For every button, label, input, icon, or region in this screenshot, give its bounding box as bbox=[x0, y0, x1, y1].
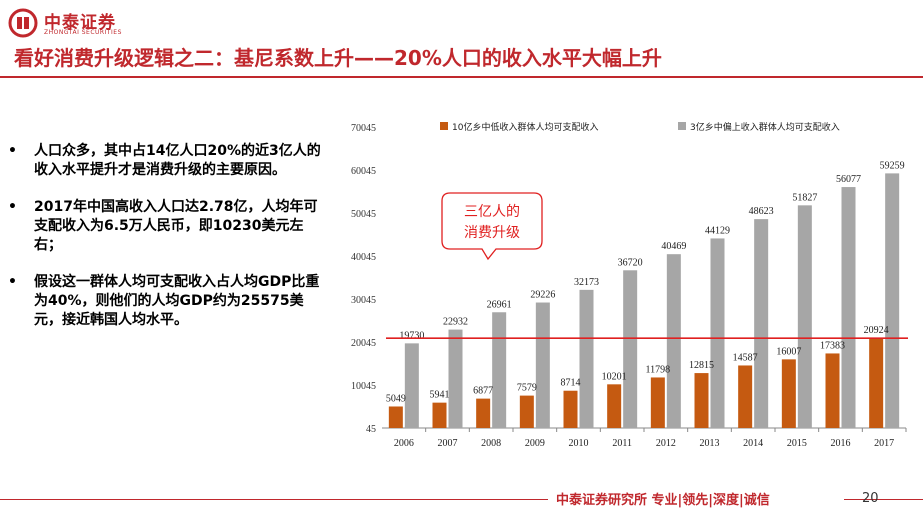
footer-tagline: 中泰证券研究所 专业|领先|深度|诚信 bbox=[556, 493, 770, 508]
bar-high-income bbox=[666, 254, 681, 428]
bar-high-income bbox=[797, 205, 812, 428]
bullet-item: • 2017年中国高收入人口达2.78亿，人均年可支配收入为6.5万人民币，即1… bbox=[8, 198, 326, 255]
legend-swatch-low bbox=[440, 122, 448, 130]
bar-low-income bbox=[869, 338, 884, 428]
bar-low-income bbox=[476, 398, 491, 428]
data-label-high: 19730 bbox=[399, 330, 424, 341]
data-label-high: 32173 bbox=[574, 277, 599, 288]
x-tick-label: 2010 bbox=[569, 438, 589, 449]
annotation-text-line1: 三亿人的 bbox=[464, 204, 520, 220]
data-label-high: 26961 bbox=[487, 299, 512, 310]
company-logo: 中泰证券 ZHONGTAI SECURITIES bbox=[8, 6, 168, 40]
bar-high-income bbox=[535, 302, 550, 428]
bullet-list: • 人口众多，其中占14亿人口20%的近3亿人的收入水平提升才是消费升级的主要原… bbox=[8, 142, 326, 348]
bullet-marker: • bbox=[8, 199, 17, 215]
bar-low-income bbox=[650, 377, 665, 428]
data-label-low: 6877 bbox=[473, 386, 493, 397]
bar-high-income bbox=[841, 187, 856, 428]
y-tick-label: 45 bbox=[366, 424, 376, 435]
x-tick-label: 2007 bbox=[438, 438, 458, 449]
data-label-low: 14587 bbox=[733, 352, 758, 363]
data-label-high: 51827 bbox=[792, 192, 817, 203]
data-label-low: 11798 bbox=[646, 364, 671, 375]
annotation-callout bbox=[441, 192, 543, 261]
title-divider bbox=[0, 76, 923, 78]
x-tick-label: 2012 bbox=[656, 438, 676, 449]
x-tick-label: 2016 bbox=[831, 438, 851, 449]
data-label-low: 5049 bbox=[386, 393, 406, 404]
data-label-low: 12815 bbox=[689, 360, 714, 371]
y-tick-label: 50045 bbox=[351, 209, 376, 220]
x-tick-label: 2015 bbox=[787, 438, 807, 449]
bullet-marker: • bbox=[8, 274, 17, 290]
x-tick-label: 2011 bbox=[612, 438, 632, 449]
bar-high-income bbox=[404, 343, 419, 428]
bullet-item: • 人口众多，其中占14亿人口20%的近3亿人的收入水平提升才是消费升级的主要原… bbox=[8, 142, 326, 180]
data-label-low: 17383 bbox=[820, 340, 845, 351]
logo-name-en: ZHONGTAI SECURITIES bbox=[44, 29, 122, 36]
data-label-high: 44129 bbox=[705, 225, 730, 236]
bar-high-income bbox=[710, 238, 725, 428]
data-label-high: 29226 bbox=[530, 290, 555, 301]
data-label-low: 20924 bbox=[864, 325, 889, 336]
bar-low-income bbox=[781, 359, 796, 428]
page-title: 看好消费升级逻辑之二：基尼系数上升——20%人口的收入水平大幅上升 bbox=[14, 46, 662, 70]
bullet-text: 假设这一群体人均可支配收入占人均GDP比重为40%，则他们的人均GDP约为255… bbox=[34, 274, 320, 328]
legend-label-low: 10亿乡中低收入群体人均可支配收入 bbox=[452, 121, 598, 133]
y-tick-label: 20045 bbox=[351, 338, 376, 349]
footer-divider-right bbox=[844, 499, 923, 500]
data-label-low: 16007 bbox=[776, 346, 801, 357]
y-tick-label: 60045 bbox=[351, 166, 376, 177]
data-label-low: 5941 bbox=[430, 390, 450, 401]
bar-low-income bbox=[563, 390, 578, 428]
data-label-low: 10201 bbox=[602, 371, 627, 382]
x-tick-label: 2017 bbox=[874, 438, 894, 449]
data-label-low: 8714 bbox=[561, 378, 581, 389]
x-tick-label: 2006 bbox=[394, 438, 414, 449]
legend-label-high: 3亿乡中偏上收入群体人均可支配收入 bbox=[690, 121, 840, 133]
bar-low-income bbox=[388, 406, 403, 428]
income-bar-chart: 45 10045 20045 30045 40045 50045 60045 70045 504… bbox=[351, 121, 908, 449]
bar-high-income bbox=[754, 219, 769, 428]
annotation-text-line2: 消费升级 bbox=[464, 225, 520, 241]
data-label-high: 40469 bbox=[661, 241, 686, 252]
bar-low-income bbox=[738, 365, 753, 428]
y-tick-label: 40045 bbox=[351, 252, 376, 263]
x-tick-label: 2009 bbox=[525, 438, 545, 449]
bullet-text: 2017年中国高收入人口达2.78亿，人均年可支配收入为6.5万人民币，即102… bbox=[34, 199, 318, 253]
bar-low-income bbox=[432, 402, 447, 428]
x-tick-label: 2013 bbox=[700, 438, 720, 449]
bar-low-income bbox=[825, 353, 840, 428]
logo-emblem-icon bbox=[8, 8, 38, 38]
bar-high-income bbox=[623, 270, 638, 428]
y-tick-label: 10045 bbox=[351, 381, 376, 392]
bar-high-income bbox=[448, 329, 463, 428]
bullet-marker: • bbox=[8, 143, 17, 159]
bullet-item: • 假设这一群体人均可支配收入占人均GDP比重为40%，则他们的人均GDP约为2… bbox=[8, 273, 326, 330]
bar-high-income bbox=[885, 173, 900, 428]
bullet-text: 人口众多，其中占14亿人口20%的近3亿人的收入水平提升才是消费升级的主要原因。 bbox=[34, 143, 321, 178]
x-tick-label: 2008 bbox=[481, 438, 501, 449]
legend-swatch-high bbox=[678, 122, 686, 130]
page-number: 20 bbox=[862, 491, 879, 506]
bar-high-income bbox=[579, 289, 594, 428]
data-label-high: 36720 bbox=[618, 257, 643, 268]
y-tick-label: 30045 bbox=[351, 295, 376, 306]
data-label-high: 22932 bbox=[443, 317, 468, 328]
bar-low-income bbox=[519, 395, 534, 428]
bar-high-income bbox=[492, 312, 507, 428]
data-label-high: 59259 bbox=[880, 160, 905, 171]
bar-low-income bbox=[694, 373, 709, 428]
data-label-high: 48623 bbox=[749, 206, 774, 217]
footer-divider bbox=[0, 499, 548, 500]
y-tick-label: 70045 bbox=[351, 123, 376, 134]
x-tick-label: 2014 bbox=[743, 438, 763, 449]
data-label-high: 56077 bbox=[836, 174, 861, 185]
bar-low-income bbox=[607, 384, 622, 428]
logo-name-cn: 中泰证券 bbox=[44, 13, 116, 33]
data-label-low: 7579 bbox=[517, 383, 537, 394]
